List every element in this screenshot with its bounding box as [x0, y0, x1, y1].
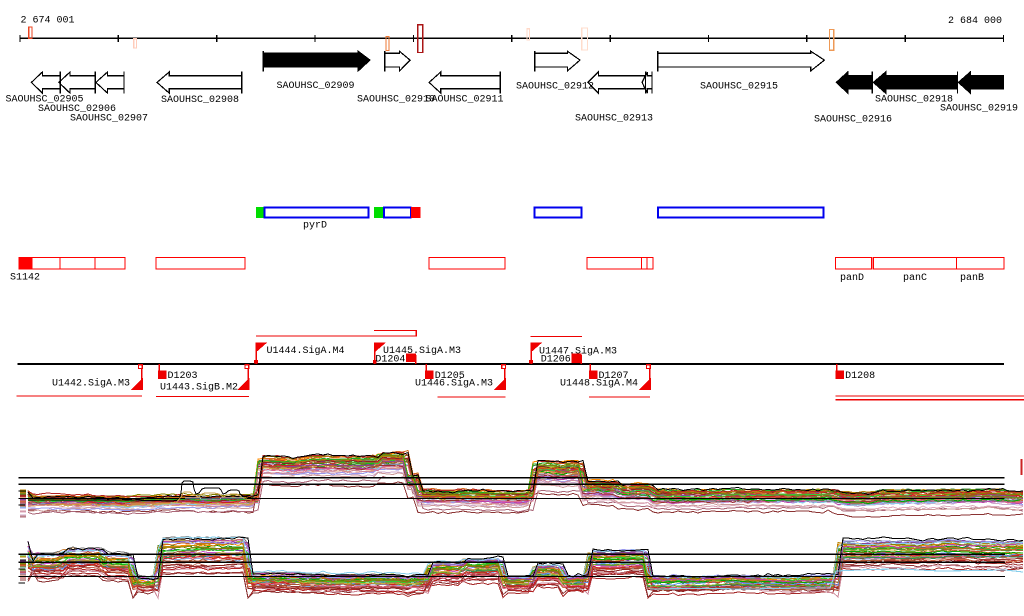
svg-text:SAOUHSC_02919: SAOUHSC_02919 [940, 104, 1018, 115]
svg-text:SAOUHSC_02912: SAOUHSC_02912 [516, 82, 594, 93]
svg-text:D1204: D1204 [375, 355, 405, 366]
svg-text:D1206: D1206 [541, 355, 571, 366]
svg-text:U1447.SigA.M3: U1447.SigA.M3 [539, 346, 617, 358]
svg-text:D1205: D1205 [435, 371, 465, 382]
svg-text:panC: panC [903, 273, 927, 284]
svg-text:U1443.SigB.M2: U1443.SigB.M2 [160, 382, 238, 394]
svg-text:U1445.SigA.M3: U1445.SigA.M3 [383, 345, 461, 357]
svg-text:panB: panB [960, 273, 984, 284]
svg-text:SAOUHSC_02918: SAOUHSC_02918 [875, 95, 953, 106]
svg-text:S1142: S1142 [10, 273, 40, 284]
svg-text:SAOUHSC_02905: SAOUHSC_02905 [6, 95, 84, 106]
svg-text:SAOUHSC_02910: SAOUHSC_02910 [357, 95, 435, 106]
svg-text:SAOUHSC_02915: SAOUHSC_02915 [700, 82, 778, 93]
svg-text:SAOUHSC_02916: SAOUHSC_02916 [814, 115, 892, 126]
svg-text:D1208: D1208 [845, 371, 875, 382]
svg-text:SAOUHSC_02908: SAOUHSC_02908 [161, 95, 239, 106]
svg-text:pyrD: pyrD [303, 221, 327, 232]
svg-text:D1207: D1207 [599, 371, 629, 382]
svg-text:2 684 000: 2 684 000 [948, 16, 1002, 27]
svg-text:D1203: D1203 [168, 371, 198, 382]
svg-text:SAOUHSC_02911: SAOUHSC_02911 [426, 95, 504, 106]
svg-text:U1442.SigA.M3: U1442.SigA.M3 [52, 378, 130, 390]
svg-text:SAOUHSC_02913: SAOUHSC_02913 [575, 114, 653, 125]
svg-text:SAOUHSC_02906: SAOUHSC_02906 [38, 104, 116, 115]
svg-text:2 674 001: 2 674 001 [21, 16, 75, 27]
svg-text:U1448.SigA.M4: U1448.SigA.M4 [560, 378, 638, 390]
svg-text:U1444.SigA.M4: U1444.SigA.M4 [267, 345, 345, 357]
svg-text:SAOUHSC_02907: SAOUHSC_02907 [70, 114, 148, 125]
svg-text:panD: panD [840, 273, 864, 284]
svg-text:U1446.SigA.M3: U1446.SigA.M3 [415, 378, 493, 390]
svg-text:SAOUHSC_02909: SAOUHSC_02909 [277, 81, 355, 92]
